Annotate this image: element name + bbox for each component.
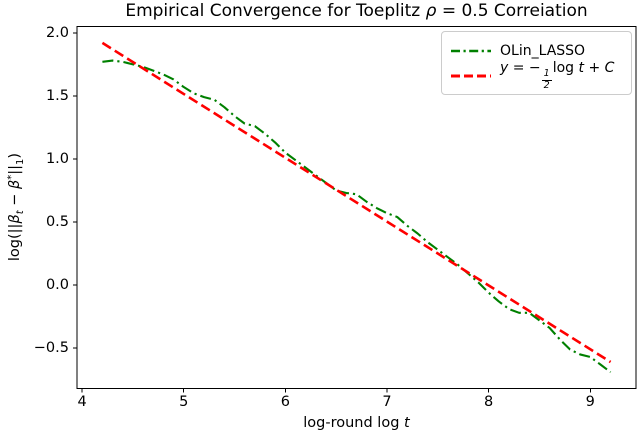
- x-tick-label: 5: [179, 394, 189, 410]
- x-axis-label: log-round log t: [77, 415, 636, 431]
- y-tick-label: 1.5: [45, 87, 69, 104]
- chart-title-suffix: = 0.5 Correiation: [436, 1, 588, 21]
- legend-label-olin-lasso: OLin_LASSO: [500, 42, 586, 59]
- y-tick-label: −0.5: [33, 340, 69, 357]
- legend-item-olin-lasso: OLin_LASSO: [451, 38, 623, 63]
- legend-label-reference-line: y = −1 2 log t + C: [500, 60, 615, 91]
- y-tick-label: 1.0: [45, 150, 69, 167]
- x-tick-label: 8: [484, 394, 494, 410]
- x-tick-label: 4: [77, 394, 87, 410]
- x-axis-label-text: log-round log: [303, 415, 405, 431]
- series-line-y-1-2-log-t-c: [101, 41, 612, 364]
- x-tick-label: 9: [585, 394, 595, 410]
- y-tick-label: 0.5: [45, 214, 69, 230]
- y-axis-label: log(||βt − β*||1): [6, 152, 26, 262]
- chart-title-text: Empirical Convergence for Toeplitz: [125, 1, 426, 21]
- legend: OLin_LASSO y = −1 2 log t + C: [441, 31, 632, 95]
- legend-item-reference-line: y = −1 2 log t + C: [451, 60, 623, 91]
- green-dashdot-line-sample: [451, 49, 491, 52]
- y-tick-label: 2.0: [45, 24, 69, 41]
- chart-title: Empirical Convergence for Toeplitz ρ = 0…: [77, 1, 636, 21]
- red-dashed-line-sample: [451, 74, 491, 77]
- x-axis-label-var: t: [404, 415, 410, 431]
- y-tick-label: 0.0: [45, 277, 69, 294]
- rho-symbol: ρ: [425, 1, 437, 21]
- axes-spines: [76, 26, 637, 389]
- series-line-olin-lasso: [102, 59, 612, 373]
- x-tick-label: 6: [280, 394, 290, 410]
- x-tick-label: 7: [382, 394, 392, 410]
